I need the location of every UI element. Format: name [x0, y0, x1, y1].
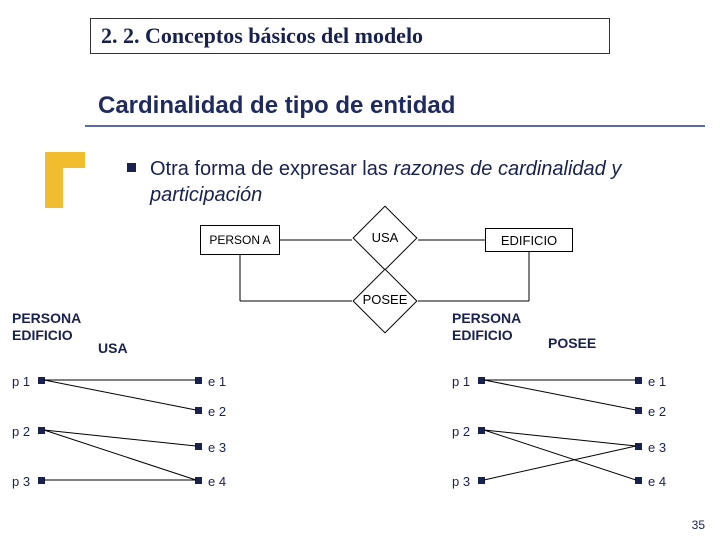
right-e4-dot — [635, 477, 642, 484]
left-e1-dot — [195, 377, 202, 384]
right-e3-dot — [635, 443, 642, 450]
entity-edificio-label: EDIFICIO — [501, 233, 557, 248]
left-graph-title-edificio: EDIFICIO — [12, 327, 73, 343]
body-text-pre: Otra forma de expresar las — [150, 158, 393, 180]
left-e1-label: e 1 — [208, 374, 226, 389]
left-p3-dot — [38, 477, 45, 484]
right-graph-title-edificio: EDIFICIO — [452, 327, 513, 343]
er-lines — [0, 0, 720, 540]
right-graph-edges — [0, 0, 720, 540]
relation-posee-label: POSEE — [360, 292, 410, 307]
body-paragraph: Otra forma de expresar las razones de ca… — [150, 156, 690, 208]
left-p1-label: p 1 — [12, 374, 30, 389]
left-e3-label: e 3 — [208, 440, 226, 455]
left-graph-rel-label: USA — [98, 340, 128, 356]
left-graph-title-persona: PERSONA — [12, 310, 81, 326]
section-title-box: 2. 2. Conceptos básicos del modelo — [90, 18, 610, 54]
section-title: 2. 2. Conceptos básicos del modelo — [101, 23, 423, 49]
accent-underline — [85, 125, 705, 127]
right-p2-label: p 2 — [452, 424, 470, 439]
right-p1-label: p 1 — [452, 374, 470, 389]
right-p2-dot — [478, 427, 485, 434]
right-e1-dot — [635, 377, 642, 384]
left-p1-dot — [38, 377, 45, 384]
right-p3-label: p 3 — [452, 474, 470, 489]
left-p2-dot — [38, 427, 45, 434]
entity-persona-label: PERSON A — [209, 234, 270, 247]
right-e2-label: e 2 — [648, 404, 666, 419]
right-graph-title-persona: PERSONA — [452, 310, 521, 326]
page-subtitle: Cardinalidad de tipo de entidad — [98, 92, 455, 120]
accent-block-2 — [45, 168, 63, 208]
relation-usa-label: USA — [368, 230, 402, 245]
page-number: 35 — [692, 518, 705, 532]
left-graph-edges — [0, 0, 720, 540]
list-bullet — [127, 163, 136, 172]
right-e3-label: e 3 — [648, 440, 666, 455]
left-p3-label: p 3 — [12, 474, 30, 489]
left-e4-label: e 4 — [208, 474, 226, 489]
left-e4-dot — [195, 477, 202, 484]
right-e1-label: e 1 — [648, 374, 666, 389]
right-p1-dot — [478, 377, 485, 384]
right-p3-dot — [478, 477, 485, 484]
left-e2-dot — [195, 407, 202, 414]
entity-edificio: EDIFICIO — [485, 228, 573, 252]
left-e3-dot — [195, 443, 202, 450]
entity-persona: PERSON A — [200, 225, 280, 255]
right-e2-dot — [635, 407, 642, 414]
left-e2-label: e 2 — [208, 404, 226, 419]
right-e4-label: e 4 — [648, 474, 666, 489]
right-graph-rel-label: POSEE — [548, 335, 596, 351]
left-p2-label: p 2 — [12, 424, 30, 439]
accent-block-1 — [45, 152, 85, 168]
